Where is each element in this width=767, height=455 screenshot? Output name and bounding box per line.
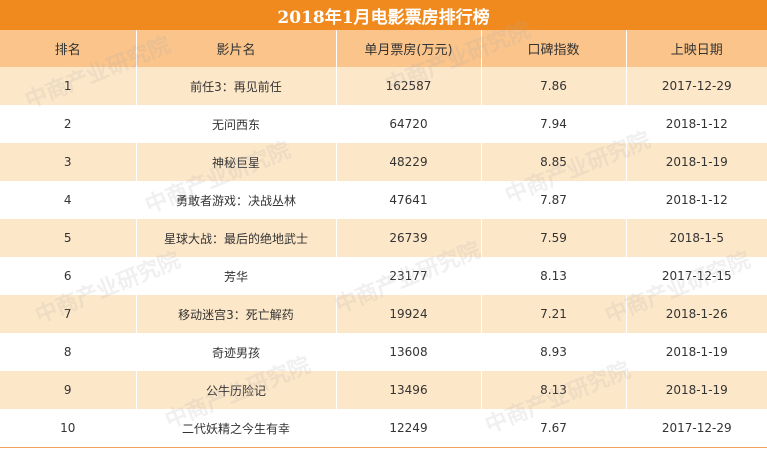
cell-score: 7.21 [481,295,627,333]
cell-release-date: 2017-12-29 [626,67,767,105]
cell-film: 公牛历险记 [136,371,337,409]
cell-release-date: 2018-1-19 [626,333,767,371]
cell-box-office: 48229 [336,143,482,181]
cell-score: 8.13 [481,371,627,409]
cell-box-office: 26739 [336,219,482,257]
cell-rank: 7 [0,295,137,333]
table-row: 1 前任3：再见前任 162587 7.86 2017-12-29 [0,67,767,105]
cell-box-office: 13496 [336,371,482,409]
cell-film: 奇迹男孩 [136,333,337,371]
cell-release-date: 2018-1-19 [626,143,767,181]
table-row: 9 公牛历险记 13496 8.13 2018-1-19 [0,371,767,409]
cell-rank: 8 [0,333,137,371]
cell-box-office: 64720 [336,105,482,143]
header-rank: 排名 [0,30,137,67]
cell-rank: 3 [0,143,137,181]
cell-score: 7.59 [481,219,627,257]
cell-rank: 5 [0,219,137,257]
table-row: 4 勇敢者游戏：决战丛林 47641 7.87 2018-1-12 [0,181,767,219]
cell-box-office: 19924 [336,295,482,333]
cell-film: 二代妖精之今生有幸 [136,409,337,448]
cell-box-office: 23177 [336,257,482,295]
cell-rank: 10 [0,409,137,448]
cell-rank: 4 [0,181,137,219]
cell-film: 神秘巨星 [136,143,337,181]
box-office-table: 排名 影片名 单月票房(万元) 口碑指数 上映日期 1 前任3：再见前任 16258… [0,30,767,448]
cell-rank: 6 [0,257,137,295]
cell-box-office: 162587 [336,67,482,105]
header-release-date: 上映日期 [626,30,767,67]
cell-box-office: 47641 [336,181,482,219]
header-row: 排名 影片名 单月票房(万元) 口碑指数 上映日期 [0,30,767,67]
cell-rank: 2 [0,105,137,143]
header-score: 口碑指数 [481,30,627,67]
header-box-office: 单月票房(万元) [336,30,482,67]
cell-release-date: 2018-1-5 [626,219,767,257]
table-row: 7 移动迷宫3：死亡解药 19924 7.21 2018-1-26 [0,295,767,333]
cell-release-date: 2017-12-15 [626,257,767,295]
cell-release-date: 2017-12-29 [626,409,767,448]
cell-release-date: 2018-1-12 [626,181,767,219]
cell-film: 芳华 [136,257,337,295]
cell-film: 前任3：再见前任 [136,67,337,105]
cell-score: 8.93 [481,333,627,371]
cell-box-office: 12249 [336,409,482,448]
table-title: 2018年1月电影票房排行榜 [0,0,767,30]
cell-box-office: 13608 [336,333,482,371]
cell-score: 7.87 [481,181,627,219]
header-film: 影片名 [136,30,337,67]
cell-film: 移动迷宫3：死亡解药 [136,295,337,333]
cell-score: 7.94 [481,105,627,143]
cell-score: 7.86 [481,67,627,105]
cell-release-date: 2018-1-26 [626,295,767,333]
table-row: 10 二代妖精之今生有幸 12249 7.67 2017-12-29 [0,409,767,448]
cell-film: 无问西东 [136,105,337,143]
cell-rank: 1 [0,67,137,105]
cell-score: 7.67 [481,409,627,448]
table-row: 5 星球大战：最后的绝地武士 26739 7.59 2018-1-5 [0,219,767,257]
table-row: 2 无问西东 64720 7.94 2018-1-12 [0,105,767,143]
cell-release-date: 2018-1-12 [626,105,767,143]
cell-release-date: 2018-1-19 [626,371,767,409]
table-row: 8 奇迹男孩 13608 8.93 2018-1-19 [0,333,767,371]
cell-rank: 9 [0,371,137,409]
cell-film: 勇敢者游戏：决战丛林 [136,181,337,219]
cell-score: 8.85 [481,143,627,181]
table-row: 6 芳华 23177 8.13 2017-12-15 [0,257,767,295]
table-row: 3 神秘巨星 48229 8.85 2018-1-19 [0,143,767,181]
cell-score: 8.13 [481,257,627,295]
cell-film: 星球大战：最后的绝地武士 [136,219,337,257]
